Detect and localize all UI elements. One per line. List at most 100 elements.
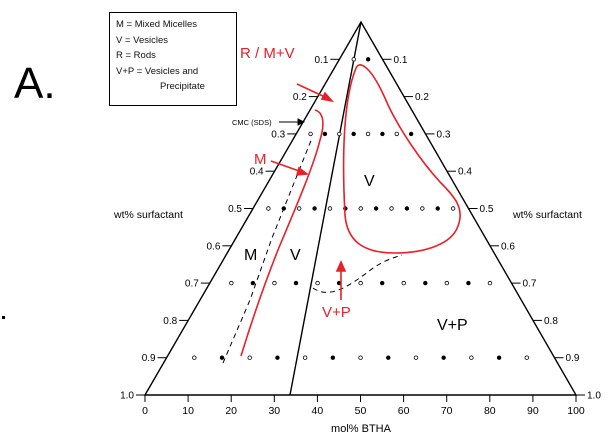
sample-point (380, 280, 385, 286)
sample-point (351, 131, 356, 137)
sample-point (487, 280, 493, 286)
right-tick-label: 1.0 (587, 391, 601, 402)
sample-point (250, 280, 256, 286)
sample-point (441, 355, 446, 360)
sample-point (365, 131, 371, 137)
left-tick-label: 0.5 (228, 204, 242, 215)
left-axis-title: wt% surfactant (113, 209, 183, 221)
sample-point (358, 280, 363, 286)
bottom-tick-label: 100 (567, 405, 585, 417)
legend-item-mixed-micelles: M = Mixed Micelles (116, 19, 198, 30)
red-phase-boundaries (240, 64, 461, 357)
sample-point (266, 206, 271, 211)
legend-item-vesicles-precipitate-cont: Precipitate (160, 81, 205, 93)
sample-point (435, 206, 440, 211)
upper-vesicle-region (342, 64, 461, 254)
stray-mark (2, 316, 5, 319)
vp-arrow-head (335, 260, 347, 272)
micelle-arrow-head (295, 166, 310, 176)
sample-point (315, 280, 320, 286)
sample-point (496, 355, 502, 360)
bottom-tick-label: 20 (225, 405, 237, 417)
sample-points (192, 57, 529, 360)
sample-point (358, 355, 363, 360)
panel-label: A. (14, 59, 56, 108)
right-tick-label: 0.8 (544, 316, 558, 327)
sample-point (247, 355, 252, 360)
legend-box: M = Mixed Micelles V = Vesicles R = Rods… (109, 12, 237, 106)
precipitate-dashed-boundary (312, 254, 403, 293)
sample-point (219, 355, 225, 360)
sample-point (386, 355, 391, 360)
sample-point (423, 280, 428, 286)
left-tick-label: 0.8 (163, 316, 177, 327)
bottom-tick-label: 70 (441, 405, 453, 417)
sample-point (394, 131, 399, 137)
sample-point (275, 355, 280, 360)
sample-point (229, 280, 234, 286)
sample-point (380, 131, 385, 137)
sample-point (272, 280, 277, 286)
sample-point (450, 206, 456, 211)
right-tick-label: 0.4 (458, 167, 472, 178)
bottom-tick-label: 60 (398, 405, 410, 417)
left-axis: 0.1 0.2 0.3 0.4 0.5 0.6 0.7 0.8 0.9 1.0 (120, 55, 340, 402)
left-tick-label: 0.2 (293, 92, 307, 103)
left-tick-label: 0.3 (271, 129, 285, 140)
right-axis: 0.1 0.2 0.3 0.4 0.5 0.6 0.7 0.8 0.9 1.0 (382, 55, 601, 402)
sample-point (296, 206, 302, 211)
sample-point (365, 57, 371, 62)
sample-point (351, 57, 356, 62)
sample-point (322, 131, 328, 137)
apex-to-bottom-line (289, 21, 362, 396)
bottom-tick-label: 0 (142, 405, 148, 417)
left-tick-label: 0.4 (250, 167, 264, 178)
sample-point (192, 355, 197, 360)
micelle-red-label: M (254, 151, 267, 168)
sample-point (404, 206, 410, 211)
cmc-label: CMC (SDS) (232, 118, 272, 127)
micelle-arrow-line (270, 160, 303, 173)
bottom-tick-label: 50 (355, 405, 367, 417)
bottom-tick-label: 10 (182, 405, 194, 417)
rods-label: R / M+V (240, 45, 295, 62)
sample-point (420, 206, 425, 211)
right-tick-label: 0.7 (523, 279, 537, 290)
sample-point (413, 355, 419, 360)
sample-point (312, 206, 317, 211)
left-tick-label: 0.6 (206, 241, 220, 252)
rods-arrow-head (320, 91, 335, 103)
sample-point (524, 355, 529, 360)
sample-point (330, 355, 336, 360)
sample-point (358, 206, 363, 211)
sample-point (327, 206, 333, 211)
sample-point (373, 206, 379, 211)
sample-point (337, 131, 342, 137)
sample-point (401, 280, 406, 286)
left-tick-label: 0.1 (314, 55, 328, 66)
region-m-label: M (244, 247, 257, 264)
region-v-left-label: V (290, 247, 301, 264)
region-v-upper-label: V (364, 173, 375, 190)
cmc-arrow (279, 118, 306, 126)
red-arrows (270, 83, 347, 300)
bottom-tick-label: 40 (312, 405, 324, 417)
bottom-tick-label: 90 (527, 405, 539, 417)
sample-point (466, 280, 471, 286)
right-tick-label: 0.9 (566, 353, 580, 364)
region-vp-label: V+P (437, 317, 468, 334)
bottom-axis-title: mol% BTHA (331, 423, 392, 435)
legend-item-rods: R = Rods (116, 50, 156, 62)
sample-point (444, 280, 450, 286)
sample-point (308, 131, 313, 137)
sample-point (408, 131, 414, 137)
sample-point (293, 280, 299, 286)
sample-point (469, 355, 474, 360)
bottom-tick-label: 80 (484, 405, 496, 417)
m-v-boundary (240, 109, 324, 357)
legend-item-vesicles-precipitate: V+P = Vesicles and (116, 65, 199, 77)
right-tick-label: 0.6 (501, 241, 515, 252)
right-tick-label: 0.5 (480, 204, 494, 215)
